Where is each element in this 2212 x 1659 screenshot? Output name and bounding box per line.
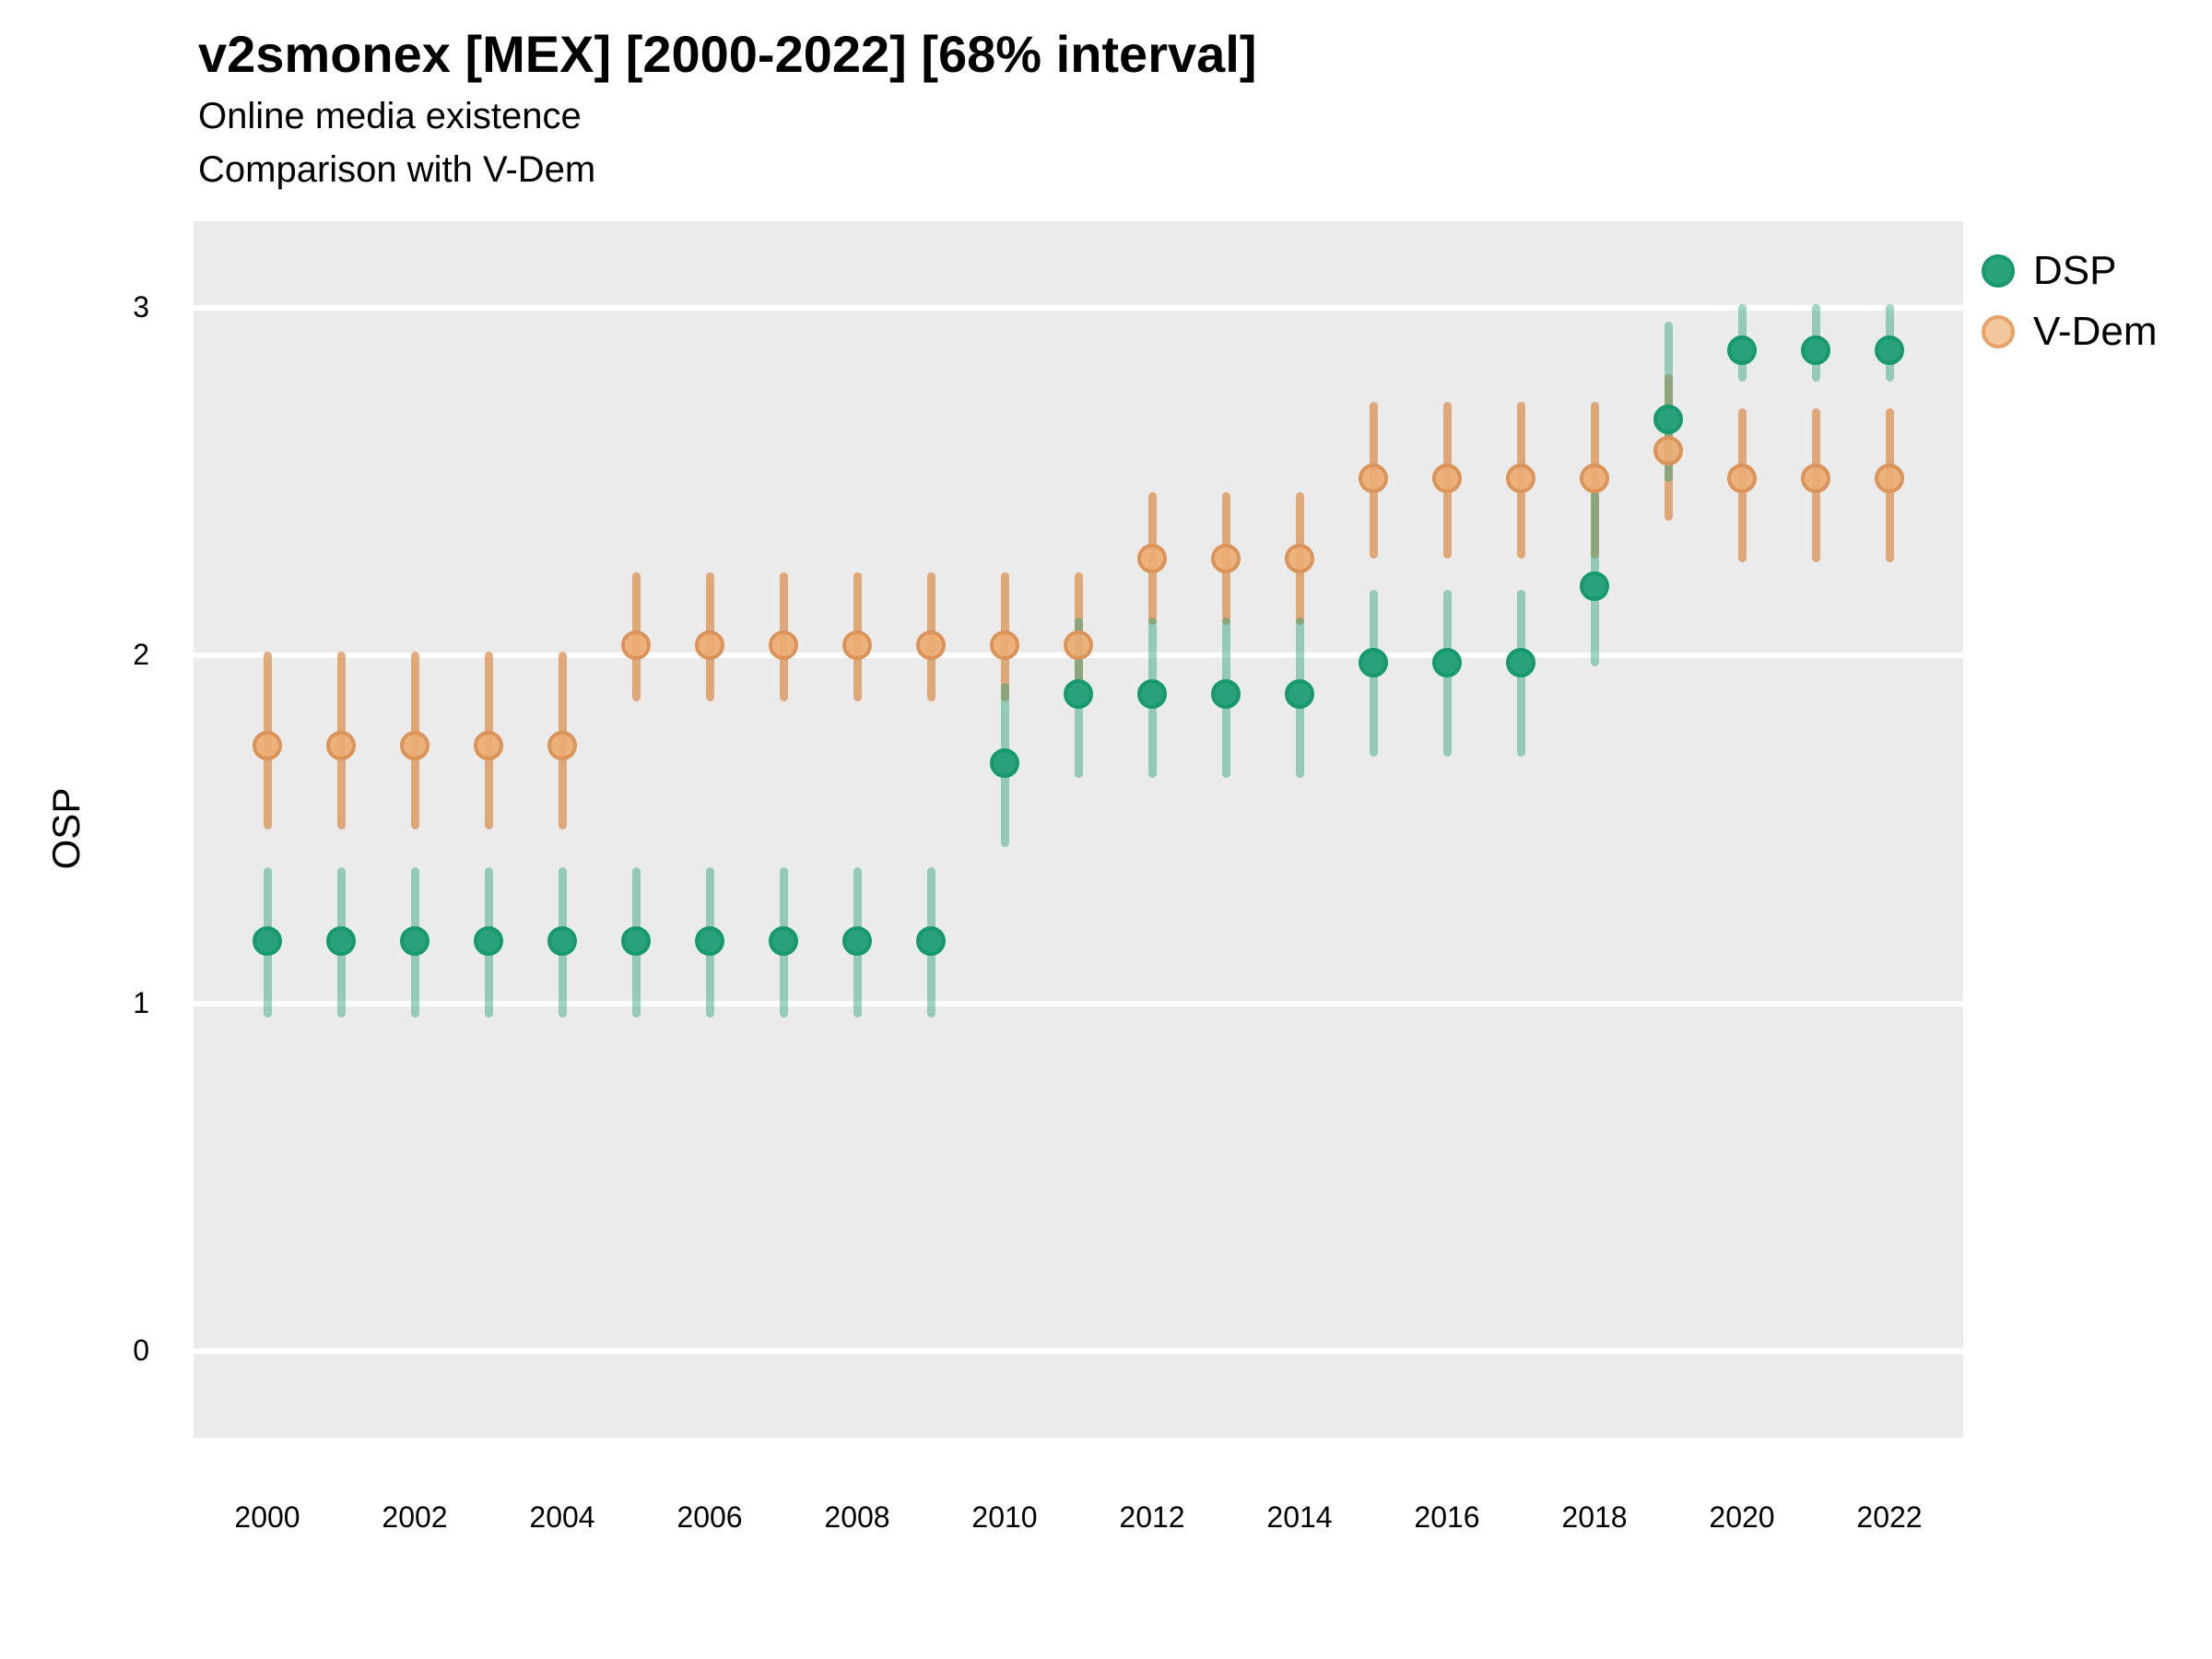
- point-dsp-2006: [695, 925, 724, 956]
- legend-marker-dsp-icon: [1982, 254, 2015, 288]
- point-dsp-2001: [326, 925, 356, 956]
- point-vdem-2003: [474, 731, 503, 761]
- x-tick-label-2010: 2010: [971, 1500, 1038, 1534]
- point-vdem-2012: [1137, 543, 1167, 573]
- point-vdem-2013: [1211, 543, 1241, 573]
- point-dsp-2010: [990, 748, 1019, 779]
- point-vdem-2008: [842, 630, 872, 661]
- point-vdem-2000: [253, 731, 282, 761]
- y-tick-label-3: 3: [133, 290, 149, 324]
- point-dsp-2003: [474, 925, 503, 956]
- gridline-y-3: [194, 305, 1963, 312]
- gridline-y-0: [194, 1347, 1963, 1354]
- point-dsp-2012: [1137, 678, 1167, 709]
- point-vdem-2020: [1727, 464, 1757, 494]
- point-vdem-2017: [1506, 464, 1535, 494]
- point-dsp-2017: [1506, 647, 1535, 677]
- x-tick-label-2008: 2008: [824, 1500, 890, 1534]
- legend-marker-vdem-icon: [1982, 315, 2015, 348]
- x-tick-label-2016: 2016: [1414, 1500, 1480, 1534]
- point-vdem-2021: [1801, 464, 1830, 494]
- chart-title: v2smonex [MEX] [2000-2022] [68% interval…: [198, 25, 1257, 83]
- legend-label-vdem: V-Dem: [2033, 309, 2158, 354]
- x-tick-label-2000: 2000: [234, 1500, 300, 1534]
- point-dsp-2014: [1285, 678, 1314, 709]
- point-vdem-2019: [1653, 435, 1683, 465]
- y-axis-title: OSP: [44, 787, 88, 870]
- point-dsp-2016: [1432, 647, 1462, 677]
- legend-item-dsp: DSP: [1982, 247, 2157, 295]
- point-vdem-2004: [547, 731, 577, 761]
- point-dsp-2004: [547, 925, 577, 956]
- point-vdem-2006: [695, 630, 724, 661]
- y-tick-label-2: 2: [133, 638, 149, 672]
- point-vdem-2005: [621, 630, 651, 661]
- legend: DSP V-Dem: [1982, 247, 2157, 356]
- legend-label-dsp: DSP: [2033, 248, 2117, 293]
- chart-subtitle-comparison: Comparison with V-Dem: [198, 149, 596, 190]
- point-dsp-2021: [1801, 335, 1830, 365]
- x-tick-label-2004: 2004: [529, 1500, 595, 1534]
- x-tick-label-2020: 2020: [1709, 1500, 1775, 1534]
- point-dsp-2011: [1064, 678, 1093, 709]
- point-vdem-2014: [1285, 543, 1314, 573]
- y-tick-label-1: 1: [133, 985, 149, 1019]
- point-dsp-2022: [1875, 335, 1904, 365]
- chart-subtitle-measure: Online media existence: [198, 96, 582, 136]
- point-dsp-2019: [1653, 404, 1683, 434]
- point-vdem-2009: [916, 630, 946, 661]
- x-tick-label-2018: 2018: [1561, 1500, 1628, 1534]
- x-tick-label-2012: 2012: [1119, 1500, 1185, 1534]
- x-tick-label-2006: 2006: [677, 1500, 743, 1534]
- point-vdem-2011: [1064, 630, 1093, 661]
- point-dsp-2009: [916, 925, 946, 956]
- x-tick-label-2014: 2014: [1266, 1500, 1333, 1534]
- point-dsp-2005: [621, 925, 651, 956]
- point-vdem-2022: [1875, 464, 1904, 494]
- point-dsp-2000: [253, 925, 282, 956]
- error-bar-dsp-2019: [1664, 322, 1673, 483]
- point-dsp-2013: [1211, 678, 1241, 709]
- point-dsp-2002: [400, 925, 429, 956]
- point-vdem-2002: [400, 731, 429, 761]
- point-vdem-2007: [769, 630, 798, 661]
- point-vdem-2016: [1432, 464, 1462, 494]
- y-tick-label-0: 0: [133, 1333, 149, 1367]
- point-dsp-2020: [1727, 335, 1757, 365]
- legend-item-vdem: V-Dem: [1982, 308, 2157, 356]
- point-vdem-2001: [326, 731, 356, 761]
- point-dsp-2015: [1359, 647, 1388, 677]
- point-vdem-2015: [1359, 464, 1388, 494]
- gridline-y-1: [194, 1000, 1963, 1006]
- point-dsp-2007: [769, 925, 798, 956]
- plot-panel: [194, 221, 1963, 1438]
- point-vdem-2010: [990, 630, 1019, 661]
- x-tick-label-2002: 2002: [382, 1500, 448, 1534]
- point-dsp-2008: [842, 925, 872, 956]
- x-tick-label-2022: 2022: [1856, 1500, 1923, 1534]
- point-vdem-2018: [1580, 464, 1609, 494]
- point-dsp-2018: [1580, 571, 1609, 601]
